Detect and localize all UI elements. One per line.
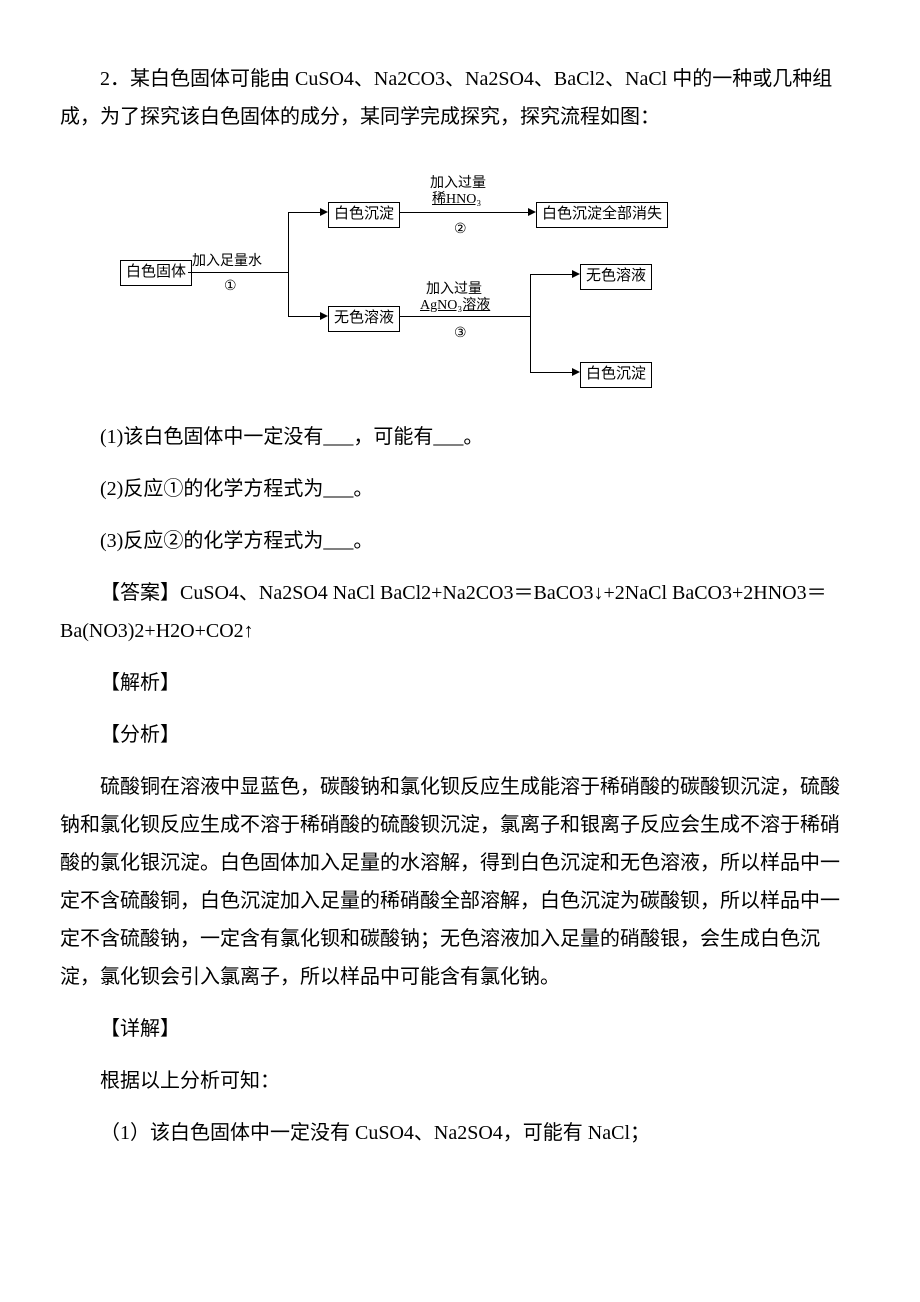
box-colorless-sol2: 无色溶液 (580, 264, 652, 290)
xiangjie-label: 【详解】 (60, 1010, 850, 1048)
line-vsplit2 (530, 274, 531, 372)
line-vsplit (288, 212, 289, 316)
sub-question-2: (2)反应①的化学方程式为___。 (60, 470, 850, 508)
label-step2-top: 加入过量 (430, 176, 486, 191)
xiangjie-lead: 根据以上分析可知： (60, 1062, 850, 1100)
jiexi-label: 【解析】 (60, 664, 850, 702)
box-start: 白色固体 (120, 260, 192, 286)
flowchart-container: 白色固体 加入足量水 ① 白色沉淀 无色溶液 加入过量 稀HNO₃ ② 白色沉淀… (60, 162, 850, 392)
arrow-step2 (528, 208, 536, 216)
arrow-low (320, 312, 328, 320)
line-1 (188, 272, 288, 273)
sub-question-3: (3)反应②的化学方程式为___。 (60, 522, 850, 560)
xiangjie-1: （1）该白色固体中一定没有 CuSO4、Na2SO4，可能有 NaCl； (60, 1114, 850, 1152)
label-step3-top: 加入过量 (426, 282, 482, 297)
arrow2-up (572, 270, 580, 278)
fenxi-label: 【分析】 (60, 716, 850, 754)
line2-up-h (530, 274, 574, 275)
line-up-h (288, 212, 322, 213)
question-text: 2．某白色固体可能由 CuSO4、Na2CO3、Na2SO4、BaCl2、NaC… (60, 60, 850, 136)
flowchart: 白色固体 加入足量水 ① 白色沉淀 无色溶液 加入过量 稀HNO₃ ② 白色沉淀… (120, 162, 760, 392)
line-low-h (288, 316, 322, 317)
arrow2-low (572, 368, 580, 376)
box-dissolve: 白色沉淀全部消失 (536, 202, 668, 228)
label-step3-mid: AgNO₃溶液 (420, 298, 490, 313)
line-step2 (400, 212, 530, 213)
line-step3 (400, 316, 530, 317)
fenxi-body: 硫酸铜在溶液中显蓝色，碳酸钠和氯化钡反应生成能溶于稀硝酸的碳酸钡沉淀，硫酸钠和氯… (60, 768, 850, 996)
sub-question-1: (1)该白色固体中一定没有___，可能有___。 (60, 418, 850, 456)
label-step3-num: ③ (454, 321, 467, 348)
label-step2-mid: 稀HNO₃ (432, 192, 481, 207)
box-white-precip2: 白色沉淀 (580, 362, 652, 388)
label-step1-top: 加入足量水 (192, 254, 262, 269)
box-colorless-sol: 无色溶液 (328, 306, 400, 332)
label-step2-num: ② (454, 217, 467, 244)
line2-low-h (530, 372, 574, 373)
answer-block: 【答案】CuSO4、Na2SO4 NaCl BaCl2+Na2CO3＝BaCO3… (60, 574, 850, 650)
label-step1-num: ① (224, 274, 237, 301)
box-white-precip: 白色沉淀 (328, 202, 400, 228)
arrow-up (320, 208, 328, 216)
